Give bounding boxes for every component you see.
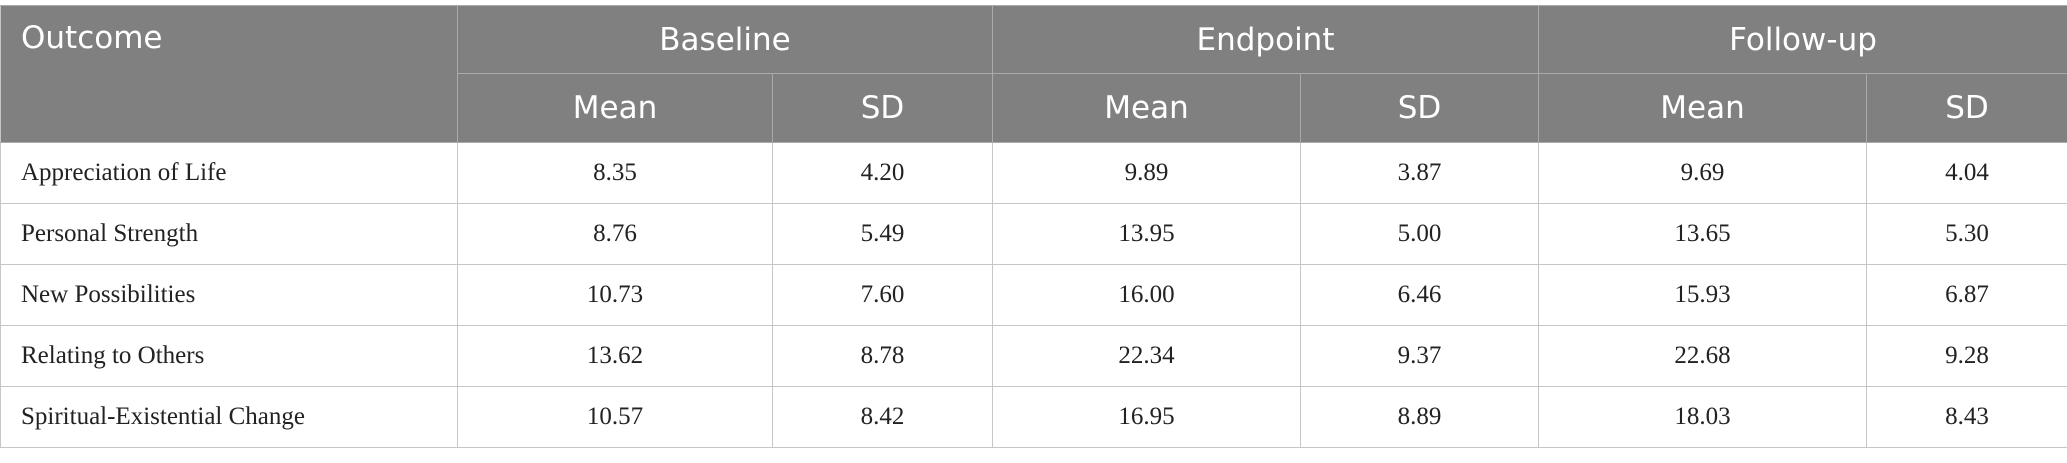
value-cell: 13.62	[457, 325, 773, 387]
value-cell: 3.87	[1299, 142, 1540, 204]
row-label: Relating to Others	[0, 325, 458, 387]
table-row: Relating to Others 13.62 8.78 22.34 9.37 22.6…	[0, 325, 2067, 387]
value-cell: 9.89	[992, 142, 1301, 204]
table-wrapper: Outcome Baseline Endpoint Follow-up Mean SD…	[0, 5, 2067, 448]
value-cell: 4.04	[1866, 142, 2067, 204]
group-header: Baseline	[457, 5, 993, 74]
subheader-cell: SD	[772, 73, 993, 143]
value-cell: 5.00	[1299, 203, 1540, 265]
value-cell: 8.43	[1866, 386, 2067, 448]
value-cell: 13.65	[1538, 203, 1868, 265]
results-table: Outcome Baseline Endpoint Follow-up Mean SD…	[0, 5, 2067, 448]
value-cell: 5.30	[1866, 203, 2067, 265]
value-cell: 7.60	[772, 264, 993, 326]
subheader-cell: Mean	[992, 73, 1301, 143]
subheader-cell: SD	[1866, 73, 2067, 143]
row-label: Spiritual-Existential Change	[0, 386, 458, 448]
value-cell: 9.28	[1866, 325, 2067, 387]
value-cell: 8.78	[772, 325, 993, 387]
subheader-cell: SD	[1299, 73, 1540, 143]
value-cell: 5.49	[772, 203, 993, 265]
value-cell: 8.42	[772, 386, 993, 448]
row-label: Personal Strength	[0, 203, 458, 265]
value-cell: 10.57	[457, 386, 773, 448]
value-cell: 18.03	[1538, 386, 1868, 448]
value-cell: 8.35	[457, 142, 773, 204]
value-cell: 4.20	[772, 142, 993, 204]
value-cell: 8.89	[1299, 386, 1540, 448]
row-label: Appreciation of Life	[0, 142, 458, 204]
table-row: Appreciation of Life 8.35 4.20 9.89 3.87 9.69…	[0, 142, 2067, 204]
value-cell: 16.95	[992, 386, 1301, 448]
table-row: Spiritual-Existential Change 10.57 8.42 16.…	[0, 386, 2067, 448]
subheader-cell: Mean	[1538, 73, 1868, 143]
value-cell: 8.76	[457, 203, 773, 265]
group-header: Follow-up	[1538, 5, 2067, 74]
group-header: Endpoint	[991, 5, 1540, 74]
header-cell: Outcome	[0, 5, 458, 143]
value-cell: 15.93	[1538, 264, 1868, 326]
value-cell: 9.37	[1299, 325, 1540, 387]
value-cell: 6.87	[1866, 264, 2067, 326]
value-cell: 9.69	[1538, 142, 1868, 204]
value-cell: 16.00	[992, 264, 1301, 326]
value-cell: 22.68	[1538, 325, 1868, 387]
table-row: New Possibilities 10.73 7.60 16.00 6.46 15.93…	[0, 264, 2067, 326]
table-row: Personal Strength 8.76 5.49 13.95 5.00 13.65 5…	[0, 203, 2067, 265]
value-cell: 10.73	[457, 264, 773, 326]
subheader-row: Mean SD Mean SD Mean SD	[1, 73, 2067, 143]
subheader-cell: Mean	[457, 73, 773, 143]
value-cell: 6.46	[1299, 264, 1540, 326]
value-cell: 13.95	[992, 203, 1301, 265]
table-body: Appreciation of Life 8.35 4.20 9.89 3.87 9.69…	[0, 142, 2067, 448]
row-label: New Possibilities	[0, 264, 458, 326]
value-cell: 22.34	[992, 325, 1301, 387]
header-row: Outcome Baseline Endpoint Follow-up	[0, 5, 2067, 143]
